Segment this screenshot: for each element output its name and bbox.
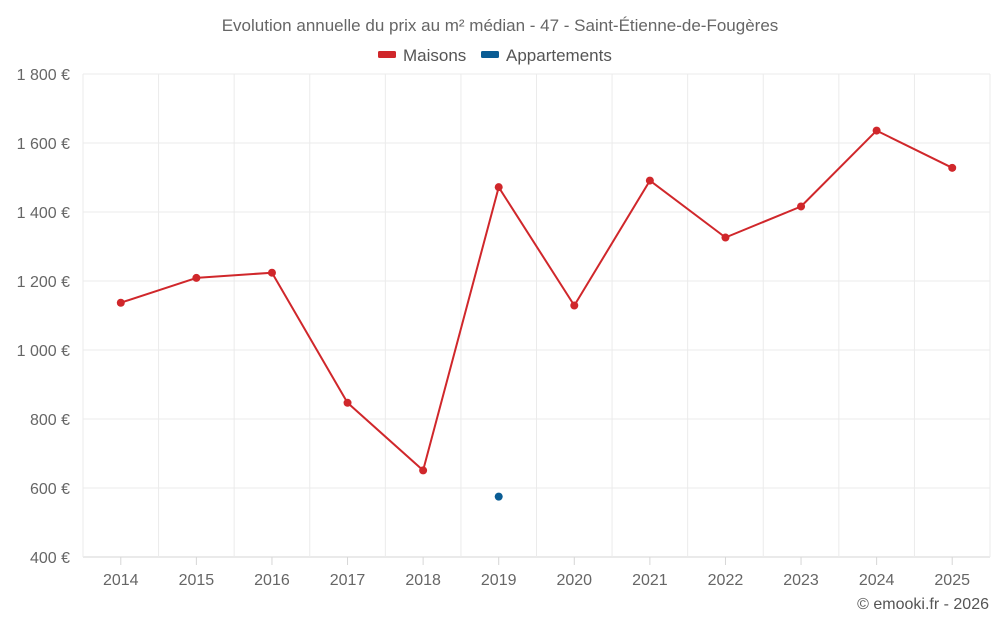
x-tick-label: 2017 — [330, 572, 366, 589]
maisons-point[interactable] — [267, 268, 276, 277]
x-tick-label: 2022 — [708, 572, 744, 589]
x-tick-label: 2014 — [103, 572, 139, 589]
y-tick-label: 400 € — [30, 550, 70, 567]
legend-label-appartements[interactable]: Appartements — [506, 46, 612, 65]
y-tick-label: 600 € — [30, 481, 70, 498]
x-tick-label: 2020 — [556, 572, 592, 589]
grid-layer — [82, 73, 991, 565]
credit-text: © emooki.fr - 2026 — [857, 596, 989, 613]
x-tick-label: 2025 — [934, 572, 970, 589]
appartements-point[interactable] — [494, 492, 503, 501]
x-tick-label: 2021 — [632, 572, 668, 589]
x-tick-label: 2018 — [405, 572, 441, 589]
maisons-point[interactable] — [419, 466, 428, 475]
maisons-point[interactable] — [645, 176, 654, 185]
y-tick-label: 1 000 € — [17, 343, 70, 360]
maisons-point[interactable] — [343, 398, 352, 407]
y-tick-label: 1 600 € — [17, 136, 70, 153]
y-axis-labels: 400 € 600 € 800 € 1 000 € 1 200 € 1 400 € 1 60… — [17, 67, 70, 567]
maisons-point[interactable] — [570, 301, 579, 310]
maisons-point[interactable] — [872, 126, 881, 135]
x-tick-label: 2023 — [783, 572, 819, 589]
legend: Maisons Appartements — [378, 46, 612, 65]
x-axis-labels: 2014 2015 2016 2017 2018 2019 2020 2021 2022 2023… — [103, 572, 970, 589]
maisons-point[interactable] — [192, 273, 201, 282]
y-tick-label: 1 200 € — [17, 274, 70, 291]
maisons-point[interactable] — [494, 183, 503, 192]
x-tick-label: 2024 — [859, 572, 895, 589]
y-tick-label: 1 800 € — [17, 67, 70, 84]
maisons-point[interactable] — [116, 298, 125, 307]
legend-label-maisons[interactable]: Maisons — [403, 46, 466, 65]
maisons-line — [120, 129, 953, 472]
legend-swatch-appartements[interactable] — [481, 51, 499, 58]
y-tick-label: 1 400 € — [17, 205, 70, 222]
chart-title: Evolution annuelle du prix au m² médian … — [222, 16, 779, 35]
maisons-point[interactable] — [948, 163, 957, 172]
y-tick-label: 800 € — [30, 412, 70, 429]
x-tick-label: 2019 — [481, 572, 517, 589]
x-tick-label: 2015 — [179, 572, 215, 589]
maisons-point[interactable] — [797, 202, 806, 211]
series-layer — [116, 126, 957, 501]
x-tick-label: 2016 — [254, 572, 290, 589]
maisons-point[interactable] — [721, 233, 730, 242]
legend-swatch-maisons[interactable] — [378, 51, 396, 58]
